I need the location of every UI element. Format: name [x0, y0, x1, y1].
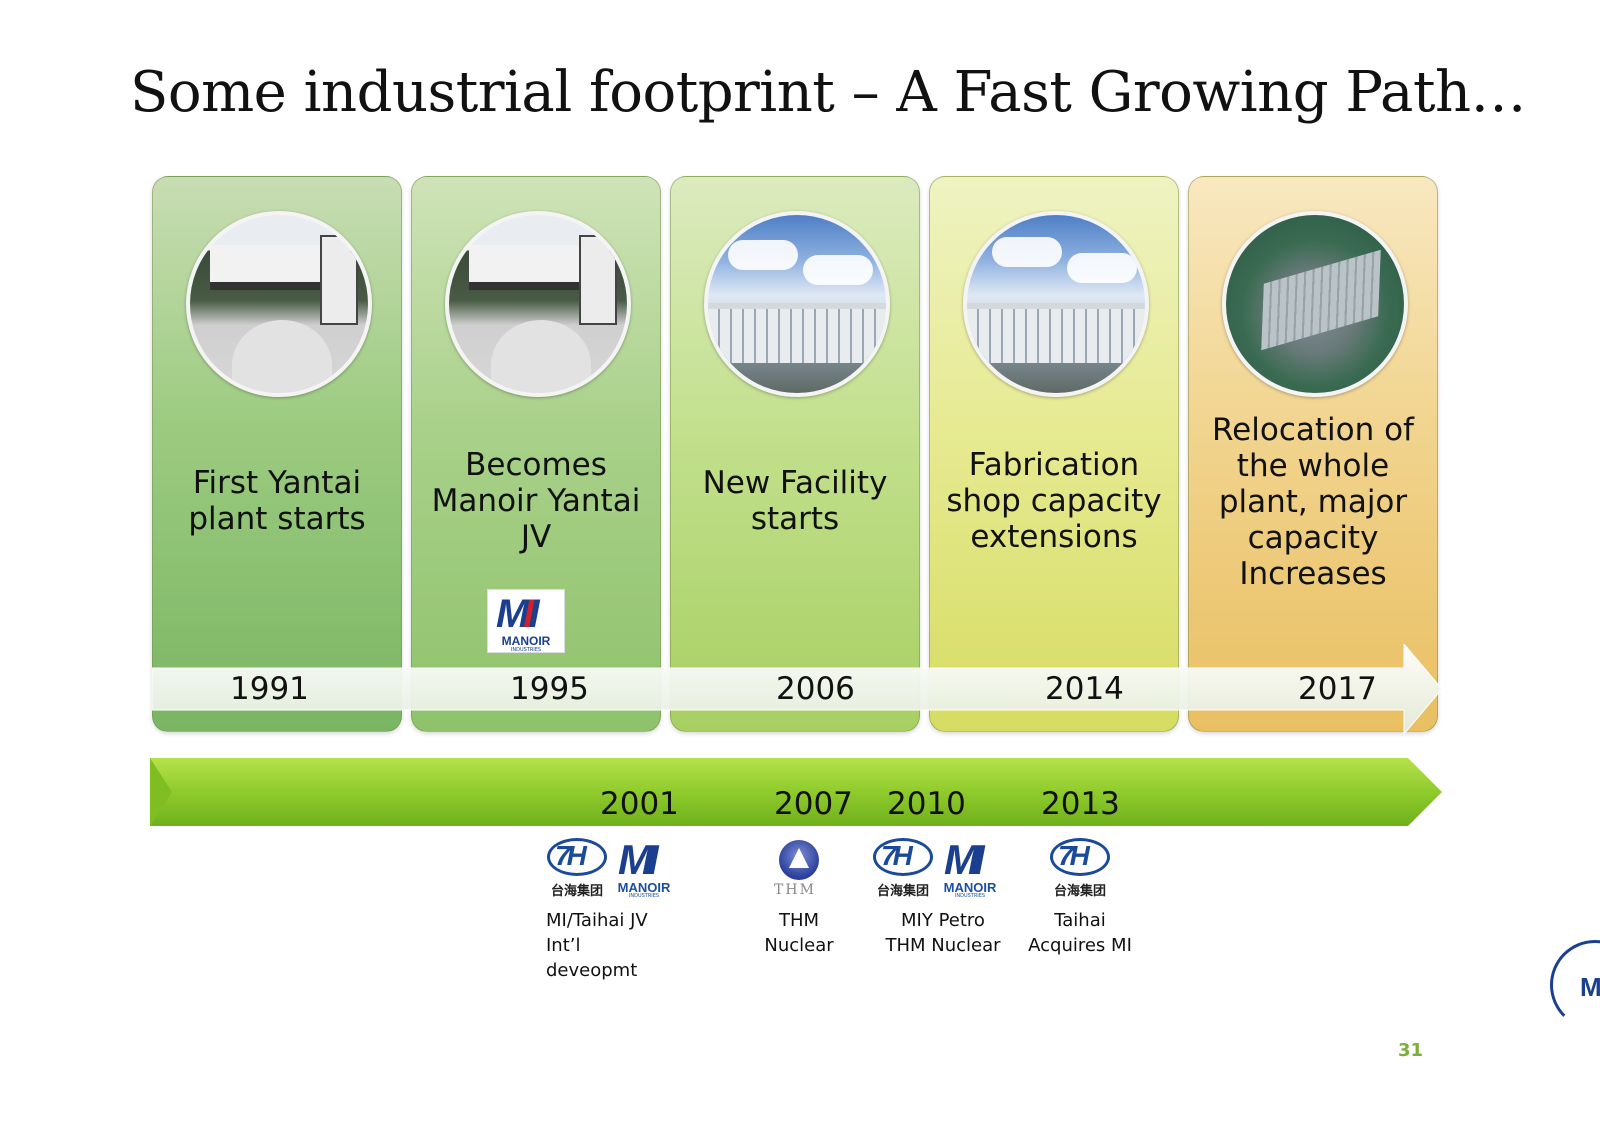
taihai-logo: 7H 台海集团 [545, 838, 609, 899]
caption-line: Acquires MI [1028, 935, 1132, 956]
caption-line: Taihai [1054, 910, 1106, 931]
milestone-line: plant starts [188, 501, 366, 537]
milestone-line: starts [750, 501, 840, 537]
milestone-card-2014: Fabrication shop capacity extensions [929, 176, 1179, 732]
upper-timeline-arrow [152, 644, 1442, 734]
thm-logo: THM [763, 840, 827, 900]
caption-line: Int’l [546, 935, 581, 956]
milestone-text: Becomes Manoir Yantai JV [412, 447, 660, 555]
milestone-card-2017: Relocation of the whole plant, major cap… [1188, 176, 1438, 732]
caption-line: THM [778, 910, 820, 931]
slide-title: Some industrial footprint – A Fast Growi… [130, 60, 1527, 125]
old-plant-photo [445, 211, 631, 397]
manoir-logo-sub: INDUSTRIES [954, 893, 986, 899]
old-plant-photo [186, 211, 372, 397]
taihai-logo: 7H 台海集团 [871, 838, 935, 899]
caption-line: MIY Petro [901, 910, 985, 931]
manoir-logo-word: MANOIR [617, 880, 671, 895]
milestone-text: Relocation of the whole plant, major cap… [1189, 412, 1437, 592]
year-2010: 2010 [887, 786, 966, 822]
milestone-text: Fabrication shop capacity extensions [930, 447, 1178, 555]
manoir-logo-word: MANOIR [501, 634, 551, 648]
year-2017: 2017 [1298, 671, 1377, 707]
manoir-logo: MI MANOIR INDUSTRIES [612, 836, 676, 899]
milestone-line: Increases [1239, 556, 1387, 592]
event-caption-2010: MIY Petro THM Nuclear [880, 908, 1006, 958]
event-caption-2013: Taihai Acquires MI [1025, 908, 1135, 958]
milestone-line: shop capacity [946, 483, 1162, 519]
milestone-card-2006: New Facility starts [670, 176, 920, 732]
manoir-corner-logo: M [1550, 940, 1600, 1060]
year-2001: 2001 [600, 786, 679, 822]
milestone-line: New Facility [702, 465, 888, 501]
event-caption-2007: THM Nuclear [759, 908, 839, 958]
new-facility-photo [963, 211, 1149, 397]
milestone-line: Becomes [465, 447, 607, 483]
year-1991: 1991 [230, 671, 309, 707]
new-facility-photo [704, 211, 890, 397]
milestone-card-1995: Becomes Manoir Yantai JV MII MANOIR INDU… [411, 176, 661, 732]
manoir-logo-word: MANOIR [943, 880, 997, 895]
manoir-logo-sub: INDUSTRIES [628, 893, 660, 899]
caption-line: MI/Taihai JV [546, 910, 648, 931]
taihai-logo: 7H 台海集团 [1048, 838, 1112, 899]
caption-line: deveopmt [546, 960, 638, 981]
manoir-logo: MII MANOIR INDUSTRIES [487, 589, 565, 653]
milestone-card-1991: First Yantai plant starts [152, 176, 402, 732]
taihai-logo-text: 台海集团 [550, 884, 603, 899]
milestone-line: Fabrication [968, 447, 1140, 483]
lower-timeline-arrow [150, 758, 1442, 826]
milestone-text: New Facility starts [671, 465, 919, 537]
milestone-line: JV [520, 519, 552, 555]
milestone-line: Manoir Yantai [431, 483, 641, 519]
year-2007: 2007 [774, 786, 853, 822]
year-2014: 2014 [1045, 671, 1124, 707]
taihai-logo-text: 台海集团 [1053, 884, 1106, 899]
thm-logo-text: THM [774, 882, 816, 898]
year-1995: 1995 [510, 671, 589, 707]
aerial-plant-photo [1222, 211, 1408, 397]
year-2013: 2013 [1041, 786, 1120, 822]
caption-line: THM Nuclear [885, 935, 1001, 956]
caption-line: Nuclear [764, 935, 834, 956]
manoir-logo: MI MANOIR INDUSTRIES [938, 836, 1002, 899]
page-number: 31 [1398, 1040, 1424, 1061]
taihai-logo-text: 台海集团 [876, 884, 929, 899]
event-caption-2001: MI/Taihai JV Int’l deveopmt [546, 908, 648, 983]
milestone-line: extensions [970, 519, 1138, 555]
milestone-line: First Yantai [192, 465, 362, 501]
milestone-line: the whole [1236, 448, 1390, 484]
milestone-line: capacity [1247, 520, 1379, 556]
milestone-line: plant, major [1218, 484, 1408, 520]
year-2006: 2006 [776, 671, 855, 707]
manoir-logo-sub: INDUSTRIES [510, 647, 542, 653]
milestone-text: First Yantai plant starts [153, 465, 401, 537]
milestone-line: Relocation of [1212, 412, 1414, 448]
